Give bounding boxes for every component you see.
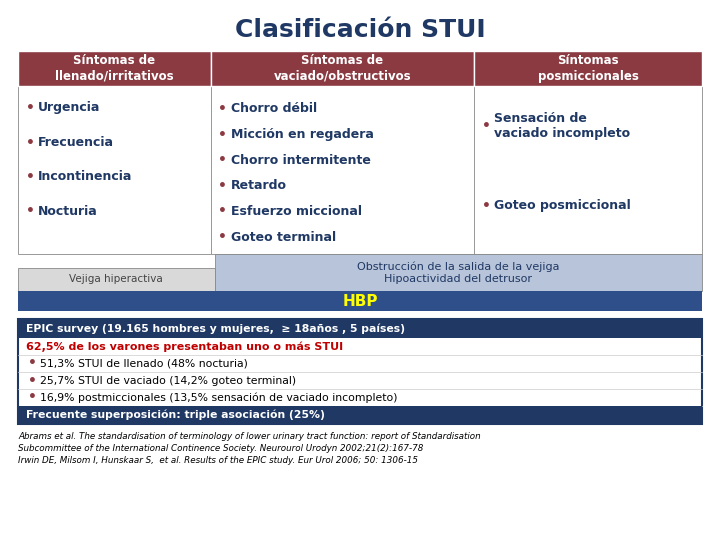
Text: Micción en regadera: Micción en regadera: [231, 128, 374, 141]
Text: Chorro débil: Chorro débil: [231, 103, 317, 116]
Text: Abrams et al. The standardisation of terminology of lower urinary tract function: Abrams et al. The standardisation of ter…: [18, 432, 481, 441]
Text: Sensación de
vaciado incompleto: Sensación de vaciado incompleto: [494, 112, 630, 140]
FancyBboxPatch shape: [474, 86, 702, 254]
Text: 62,5% de los varones presentaban uno o más STUI: 62,5% de los varones presentaban uno o m…: [26, 341, 343, 352]
Text: •: •: [27, 374, 37, 388]
FancyBboxPatch shape: [18, 268, 215, 291]
Text: •: •: [218, 102, 228, 116]
Text: •: •: [27, 356, 37, 370]
Text: •: •: [26, 205, 35, 219]
Text: •: •: [218, 230, 228, 244]
FancyBboxPatch shape: [211, 51, 474, 86]
Text: Esfuerzo miccional: Esfuerzo miccional: [231, 205, 362, 218]
Text: •: •: [218, 127, 228, 141]
Text: 51,3% STUI de llenado (48% nocturia): 51,3% STUI de llenado (48% nocturia): [40, 359, 248, 368]
Text: Vejiga hiperactiva: Vejiga hiperactiva: [70, 274, 163, 285]
Text: Retardo: Retardo: [231, 179, 287, 192]
Text: •: •: [218, 179, 228, 193]
Text: Irwin DE, Milsom I, Hunskaar S,  et al. Results of the EPIC study. Eur Urol 2006: Irwin DE, Milsom I, Hunskaar S, et al. R…: [18, 456, 418, 465]
Text: Frecuente superposición: triple asociación (25%): Frecuente superposición: triple asociaci…: [26, 410, 325, 420]
Text: •: •: [26, 170, 35, 184]
FancyBboxPatch shape: [18, 319, 702, 338]
Text: •: •: [26, 136, 35, 150]
Text: •: •: [482, 119, 490, 133]
Text: Subcommittee of the International Continence Society. Neurourol Urodyn 2002;21(2: Subcommittee of the International Contin…: [18, 444, 423, 453]
Text: •: •: [26, 101, 35, 115]
Text: HBP: HBP: [342, 294, 378, 308]
Text: Síntomas de
llenado/irritativos: Síntomas de llenado/irritativos: [55, 54, 174, 83]
Text: Síntomas
posmiccionales: Síntomas posmiccionales: [538, 54, 639, 83]
Text: Chorro intermitente: Chorro intermitente: [231, 154, 371, 167]
Text: •: •: [218, 205, 228, 219]
Text: Obstrucción de la salida de la vejiga
Hipoactividad del detrusor: Obstrucción de la salida de la vejiga Hi…: [357, 261, 559, 284]
FancyBboxPatch shape: [18, 51, 211, 86]
FancyBboxPatch shape: [18, 319, 702, 424]
Text: 25,7% STUI de vaciado (14,2% goteo terminal): 25,7% STUI de vaciado (14,2% goteo termi…: [40, 375, 296, 386]
Text: •: •: [27, 390, 37, 404]
Text: EPIC survey (19.165 hombres y mujeres,  ≥ 18años , 5 países): EPIC survey (19.165 hombres y mujeres, ≥…: [26, 323, 405, 334]
Text: •: •: [218, 153, 228, 167]
Text: Goteo terminal: Goteo terminal: [231, 231, 336, 244]
FancyBboxPatch shape: [215, 254, 702, 291]
Text: 16,9% postmiccionales (13,5% sensación de vaciado incompleto): 16,9% postmiccionales (13,5% sensación d…: [40, 392, 397, 403]
Text: •: •: [482, 199, 490, 213]
FancyBboxPatch shape: [474, 51, 702, 86]
Text: Nocturia: Nocturia: [38, 205, 98, 218]
FancyBboxPatch shape: [18, 406, 702, 424]
Text: Frecuencia: Frecuencia: [38, 136, 114, 149]
FancyBboxPatch shape: [211, 86, 474, 254]
FancyBboxPatch shape: [18, 86, 211, 254]
FancyBboxPatch shape: [18, 291, 702, 311]
Text: Clasificación STUI: Clasificación STUI: [235, 18, 485, 42]
Text: Goteo posmiccional: Goteo posmiccional: [494, 199, 631, 213]
Text: Urgencia: Urgencia: [38, 102, 100, 114]
Text: Incontinencia: Incontinencia: [38, 171, 132, 184]
Text: Síntomas de
vaciado/obstructivos: Síntomas de vaciado/obstructivos: [274, 54, 411, 83]
